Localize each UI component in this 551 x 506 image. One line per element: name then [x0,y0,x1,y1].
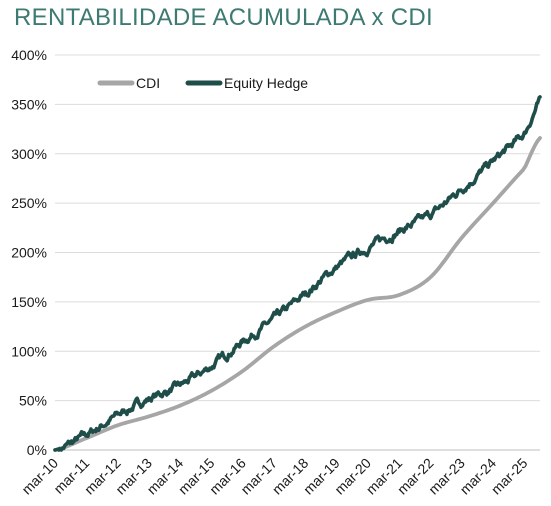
grid-lines [55,54,540,451]
y-tick-label: 0% [27,442,47,458]
y-tick-label: 200% [11,245,47,261]
series-line-cdi [53,136,542,452]
series-lines [53,95,542,452]
y-tick-label: 250% [11,195,47,211]
y-tick-label: 100% [11,343,47,359]
y-tick-label: 50% [19,393,47,409]
legend-label: CDI [136,75,160,91]
y-tick-label: 300% [11,146,47,162]
series-line-equity-hedge [53,95,542,452]
x-axis-ticks: mar-10mar-11mar-12mar-13mar-14mar-15mar-… [18,455,530,498]
y-tick-label: 350% [11,96,47,112]
y-tick-label: 150% [11,294,47,310]
x-tick-label: mar-25 [488,455,531,498]
legend-label: Equity Hedge [224,75,308,91]
legend: CDI Equity Hedge [97,75,308,91]
y-tick-label: 400% [11,47,47,63]
y-axis-ticks: 0% 50% 100% 150% 200% 250% 300% 350% 400% [11,47,47,458]
chart-title: RENTABILIDADE ACUMULADA x CDI [14,4,434,31]
